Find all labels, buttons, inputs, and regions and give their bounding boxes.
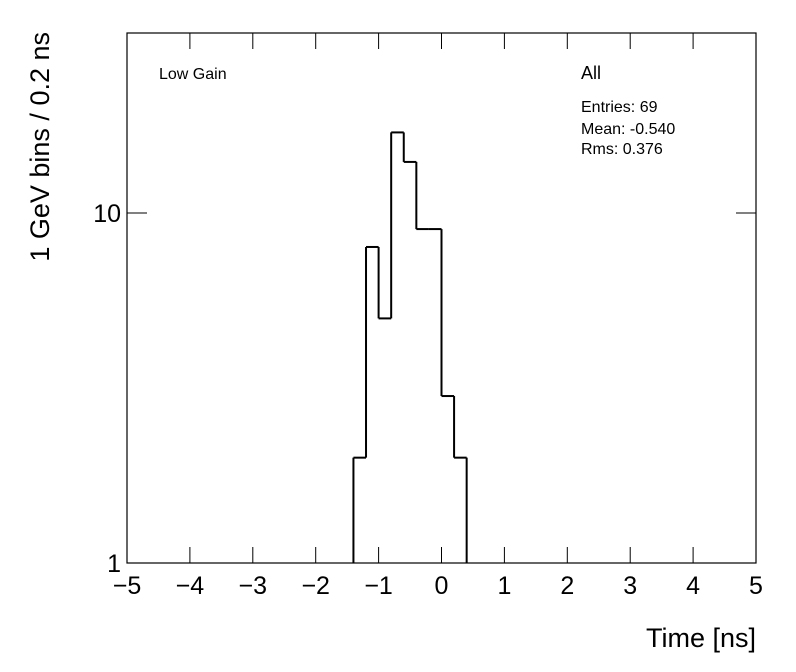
y-tick-label: 10 (93, 200, 121, 228)
x-axis-label: Time [ns] (646, 623, 756, 653)
stats-entries: Entries: 69 (581, 99, 658, 116)
y-tick-label: 1 (107, 550, 121, 578)
x-tick-label: 1 (497, 572, 511, 600)
x-tick-label: 0 (435, 572, 449, 600)
x-tick-label: −1 (364, 572, 393, 600)
stats-name: All (581, 63, 601, 83)
stats-mean: Mean: -0.540 (581, 121, 675, 138)
x-tick-label: 3 (623, 572, 637, 600)
x-tick-label: −5 (113, 572, 142, 600)
chart-title: Low Gain (159, 66, 227, 83)
x-tick-label: 2 (560, 572, 574, 600)
x-tick-label: −4 (176, 572, 205, 600)
x-tick-label: −3 (239, 572, 268, 600)
stats-rms: Rms: 0.376 (581, 141, 663, 158)
x-tick-label: 5 (749, 572, 763, 600)
x-tick-label: 4 (686, 572, 700, 600)
y-axis-label: 1 GeV bins / 0.2 ns (25, 32, 55, 262)
x-tick-label: −2 (301, 572, 330, 600)
